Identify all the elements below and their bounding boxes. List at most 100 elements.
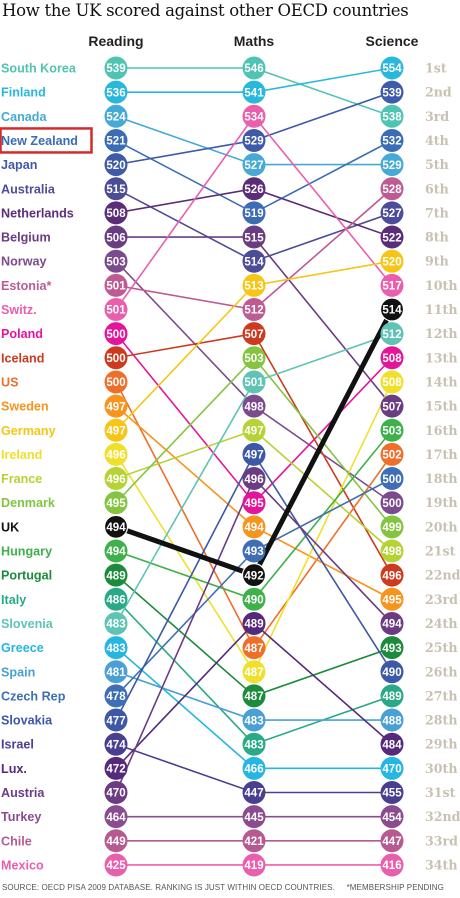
score-value-japan-reading: 520 (106, 160, 125, 172)
country-label-slovenia: Slovenia (1, 617, 54, 631)
score-value-italy-science: 489 (382, 691, 401, 703)
score-value-japan-science: 539 (382, 87, 401, 99)
score-marker-ireland-science (380, 370, 404, 394)
score-marker-netherlands-maths (242, 177, 266, 201)
score-marker-chile-maths (242, 829, 266, 853)
score-value-slovakia-reading: 477 (106, 715, 125, 727)
score-value-netherlands-maths: 526 (244, 184, 263, 196)
rank-label-9: 9th (425, 254, 449, 269)
score-value-austria-science: 494 (382, 619, 402, 631)
rank-label-26: 26th (425, 664, 458, 679)
score-value-luxembourg-reading: 472 (106, 764, 125, 776)
score-value-chile-reading: 449 (106, 836, 125, 848)
country-label-netherlands: Netherlands (1, 206, 74, 220)
score-value-denmark-maths: 503 (244, 353, 263, 365)
score-marker-us-reading (104, 370, 128, 394)
score-marker-sweden-maths (242, 515, 266, 539)
score-marker-austria-reading (104, 781, 128, 804)
score-value-switzerland-maths: 534 (244, 112, 264, 124)
country-label-hungary: Hungary (1, 545, 52, 559)
score-marker-chile-science (380, 829, 404, 853)
score-marker-canada-science (380, 153, 404, 177)
country-label-denmark: Denmark (1, 496, 56, 510)
rank-label-22: 22nd (425, 568, 460, 583)
rank-label-2: 2nd (425, 85, 452, 100)
rank-label-16: 16th (425, 423, 458, 438)
country-label-switzerland: Switz. (1, 303, 37, 317)
score-marker-hungary-maths (242, 587, 266, 611)
score-value-germany-science: 520 (382, 256, 401, 268)
score-marker-czech-republic-science (380, 467, 404, 491)
score-marker-chile-reading (104, 829, 128, 853)
score-marker-austria-science (380, 611, 404, 635)
source-note: SOURCE: OECD PISA 2009 DATABASE. RANKING… (2, 883, 335, 892)
score-value-poland-science: 508 (382, 353, 402, 365)
score-value-israel-science: 455 (382, 788, 402, 800)
rank-label-13: 13th (425, 350, 458, 365)
score-value-belgium-maths: 515 (244, 232, 264, 244)
score-marker-germany-reading (104, 418, 128, 442)
country-label-greece: Greece (1, 641, 44, 655)
score-value-belgium-reading: 506 (106, 232, 125, 244)
rank-label-3: 3rd (425, 109, 449, 124)
score-value-spain-science: 488 (382, 715, 402, 727)
score-value-norway-reading: 503 (106, 256, 125, 268)
score-marker-switzerland-science (380, 273, 404, 297)
rank-label-23: 23rd (425, 592, 458, 607)
score-value-sweden-science: 495 (382, 595, 402, 607)
score-value-ireland-maths: 487 (244, 667, 263, 679)
score-value-new-zealand-science: 532 (382, 136, 401, 148)
score-marker-uk-science (379, 297, 405, 322)
score-marker-slovenia-science (380, 322, 404, 346)
score-marker-new-zealand-maths (242, 201, 266, 225)
rank-label-32: 32nd (425, 809, 460, 824)
score-marker-switzerland-maths (242, 104, 266, 128)
score-value-slovenia-maths: 501 (244, 377, 264, 389)
country-label-poland: Poland (1, 327, 43, 341)
score-marker-greece-reading (104, 636, 128, 660)
score-marker-denmark-maths (242, 346, 266, 370)
score-value-chile-science: 447 (382, 836, 401, 848)
score-value-finland-maths: 541 (244, 87, 264, 99)
country-label-finland: Finland (1, 86, 46, 100)
rank-label-27: 27th (425, 688, 458, 703)
score-value-turkey-maths: 445 (244, 812, 264, 824)
score-marker-slovenia-reading (104, 611, 128, 635)
rank-label-7: 7th (425, 205, 449, 220)
rank-label-19: 19th (425, 495, 458, 510)
score-value-austria-reading: 470 (106, 788, 125, 800)
rank-label-34: 34th (425, 857, 458, 872)
score-marker-uk-maths (241, 563, 267, 588)
rank-label-30: 30th (425, 761, 458, 776)
score-marker-uk-reading (103, 514, 129, 539)
score-marker-portugal-reading (104, 563, 128, 587)
score-value-belgium-science: 507 (382, 401, 401, 413)
score-value-hungary-maths: 490 (244, 595, 263, 607)
score-marker-spain-maths (242, 708, 266, 732)
score-value-australia-science: 527 (382, 208, 401, 220)
score-value-turkey-science: 454 (382, 812, 402, 824)
score-value-czech-republic-maths: 493 (244, 546, 263, 558)
score-marker-israel-reading (104, 732, 128, 756)
rank-labels: 1st 2nd 3rd 4th 5th 6th 7th 8th 9th 10th 11th 12th 1… (425, 61, 460, 873)
score-value-iceland-maths: 507 (244, 329, 263, 341)
score-value-denmark-reading: 495 (106, 498, 126, 510)
score-value-germany-reading: 497 (106, 425, 125, 437)
rank-label-21: 21st (425, 544, 456, 559)
score-marker-mexico-maths (242, 853, 266, 877)
country-label-australia: Australia (1, 182, 56, 196)
score-marker-portugal-maths (242, 684, 266, 708)
score-marker-us-science (380, 442, 404, 466)
score-value-finland-science: 554 (382, 63, 402, 75)
score-marker-ireland-maths (242, 660, 266, 684)
country-label-czech-republic: Czech Rep (1, 689, 66, 703)
score-value-netherlands-science: 522 (382, 232, 401, 244)
score-value-czech-republic-reading: 478 (106, 691, 126, 703)
score-marker-netherlands-science (380, 225, 404, 249)
score-marker-greece-maths (242, 756, 266, 780)
score-value-finland-reading: 536 (106, 87, 125, 99)
score-value-ireland-reading: 496 (106, 450, 125, 462)
rank-label-17: 17th (425, 447, 458, 462)
score-value-iceland-science: 496 (382, 570, 401, 582)
score-value-israel-reading: 474 (106, 739, 126, 751)
